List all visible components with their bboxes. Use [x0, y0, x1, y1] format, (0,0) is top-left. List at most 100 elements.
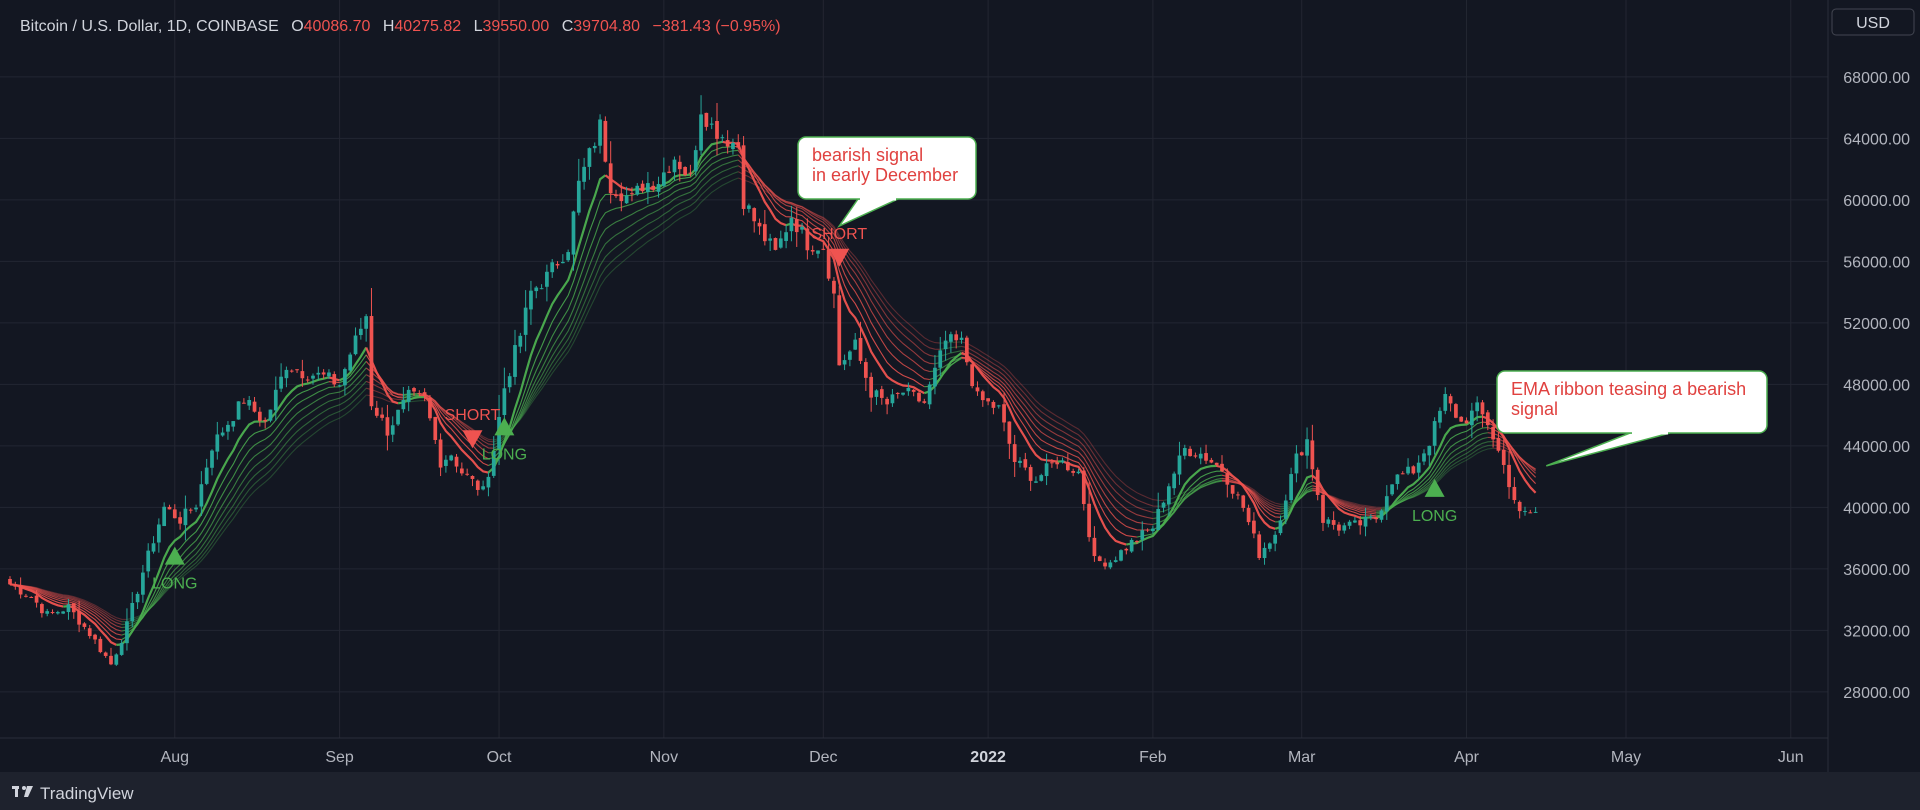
candle-body — [1347, 521, 1352, 526]
time-tick-label: 2022 — [970, 749, 1006, 766]
candle-body — [885, 398, 889, 405]
ema-line — [1216, 464, 1276, 530]
candle-body — [364, 316, 369, 329]
candle-body — [1135, 541, 1139, 543]
candle-body — [178, 517, 182, 524]
candle-body — [1289, 474, 1293, 501]
candle-body — [943, 340, 948, 350]
candle-body — [784, 232, 788, 241]
candle-body — [1103, 562, 1107, 567]
price-tick-label: 56000.00 — [1843, 254, 1910, 271]
candle-body — [869, 376, 874, 398]
candle-body — [1119, 550, 1123, 561]
candle-body — [699, 114, 703, 151]
close-value: 39704.80 — [573, 18, 640, 35]
ema-line — [424, 397, 494, 443]
price-tick-label: 28000.00 — [1843, 685, 1910, 702]
candle-body — [1321, 494, 1325, 523]
candle-body — [1384, 496, 1389, 512]
brand-name[interactable]: TradingView — [40, 784, 134, 803]
candle-body — [348, 354, 353, 371]
callout-text: EMA ribbon teasing a bearish signal — [1511, 379, 1746, 419]
candle-body — [1156, 508, 1161, 531]
signal-label: SHORT — [811, 226, 867, 243]
candle-body — [874, 390, 879, 397]
candle-body — [34, 595, 39, 603]
candle-body — [826, 249, 831, 279]
candle-body — [677, 161, 682, 170]
candle-body — [1342, 525, 1347, 531]
signal-label: LONG — [152, 576, 197, 593]
candle-body — [151, 543, 156, 552]
candle-body — [752, 208, 757, 222]
candle-body — [1278, 520, 1283, 534]
ema-line — [121, 381, 330, 641]
candle-body — [1422, 453, 1426, 462]
candle-body — [1395, 474, 1400, 485]
candle-body — [970, 364, 975, 387]
candle-body — [50, 612, 55, 614]
candle-body — [502, 388, 507, 416]
candle-body — [284, 369, 289, 379]
ema-line — [1375, 415, 1483, 519]
candle-body — [858, 337, 863, 361]
candle-body — [428, 397, 432, 419]
candle-body — [1454, 404, 1458, 418]
time-tick-label: Apr — [1454, 749, 1480, 766]
change-value: −381.43 (−0.95%) — [652, 18, 780, 35]
ema-line — [621, 145, 733, 197]
candle-body — [252, 401, 257, 412]
candle-body — [592, 145, 597, 149]
candle-body — [619, 193, 624, 202]
candle-body — [141, 572, 145, 595]
candle-body — [327, 372, 331, 377]
candle-body — [747, 205, 751, 209]
candle-body — [523, 307, 528, 335]
candle-body — [1071, 470, 1076, 473]
candle-body — [1368, 516, 1373, 518]
candle-body — [215, 434, 220, 452]
candle-body — [167, 506, 172, 510]
candle-body — [975, 387, 980, 392]
candle-body — [927, 384, 932, 405]
candle-body — [1018, 460, 1022, 463]
candle-body — [204, 467, 209, 484]
time-tick-label: Aug — [161, 749, 189, 766]
ema-line — [737, 150, 930, 381]
price-tick-label: 60000.00 — [1843, 193, 1910, 210]
candle-body — [1092, 537, 1097, 557]
price-tick-label: 32000.00 — [1843, 623, 1910, 640]
candle-body — [1491, 426, 1495, 440]
ema-line — [1152, 480, 1223, 513]
ema-line — [1221, 470, 1276, 523]
candle-body — [332, 374, 337, 385]
candle-body — [454, 456, 459, 467]
candle-body — [1198, 453, 1203, 459]
candle-body — [1028, 467, 1033, 481]
candle-body — [598, 119, 602, 146]
candle-body — [295, 369, 299, 371]
candle-body — [8, 578, 12, 585]
candle-body — [374, 407, 379, 416]
currency-button[interactable]: USD — [1831, 8, 1915, 36]
candle-body — [1464, 420, 1469, 424]
candle-body — [438, 439, 443, 468]
candle-body — [257, 411, 262, 421]
tradingview-logo-icon[interactable] — [12, 786, 33, 797]
candle-body — [380, 414, 384, 418]
candle-body — [1087, 503, 1091, 538]
candle-body — [353, 335, 358, 355]
ema-line — [488, 149, 739, 460]
price-scale-panel[interactable] — [1828, 0, 1920, 772]
candle-body — [82, 623, 87, 627]
candle-body — [768, 238, 773, 241]
candle-body — [1129, 539, 1134, 552]
ema-line — [116, 376, 330, 646]
ema-line — [1163, 479, 1223, 501]
ema-line — [424, 399, 494, 441]
candle-body — [491, 450, 496, 476]
candle-body — [146, 550, 151, 572]
candle-body — [560, 261, 565, 264]
low-label: L — [474, 18, 483, 35]
